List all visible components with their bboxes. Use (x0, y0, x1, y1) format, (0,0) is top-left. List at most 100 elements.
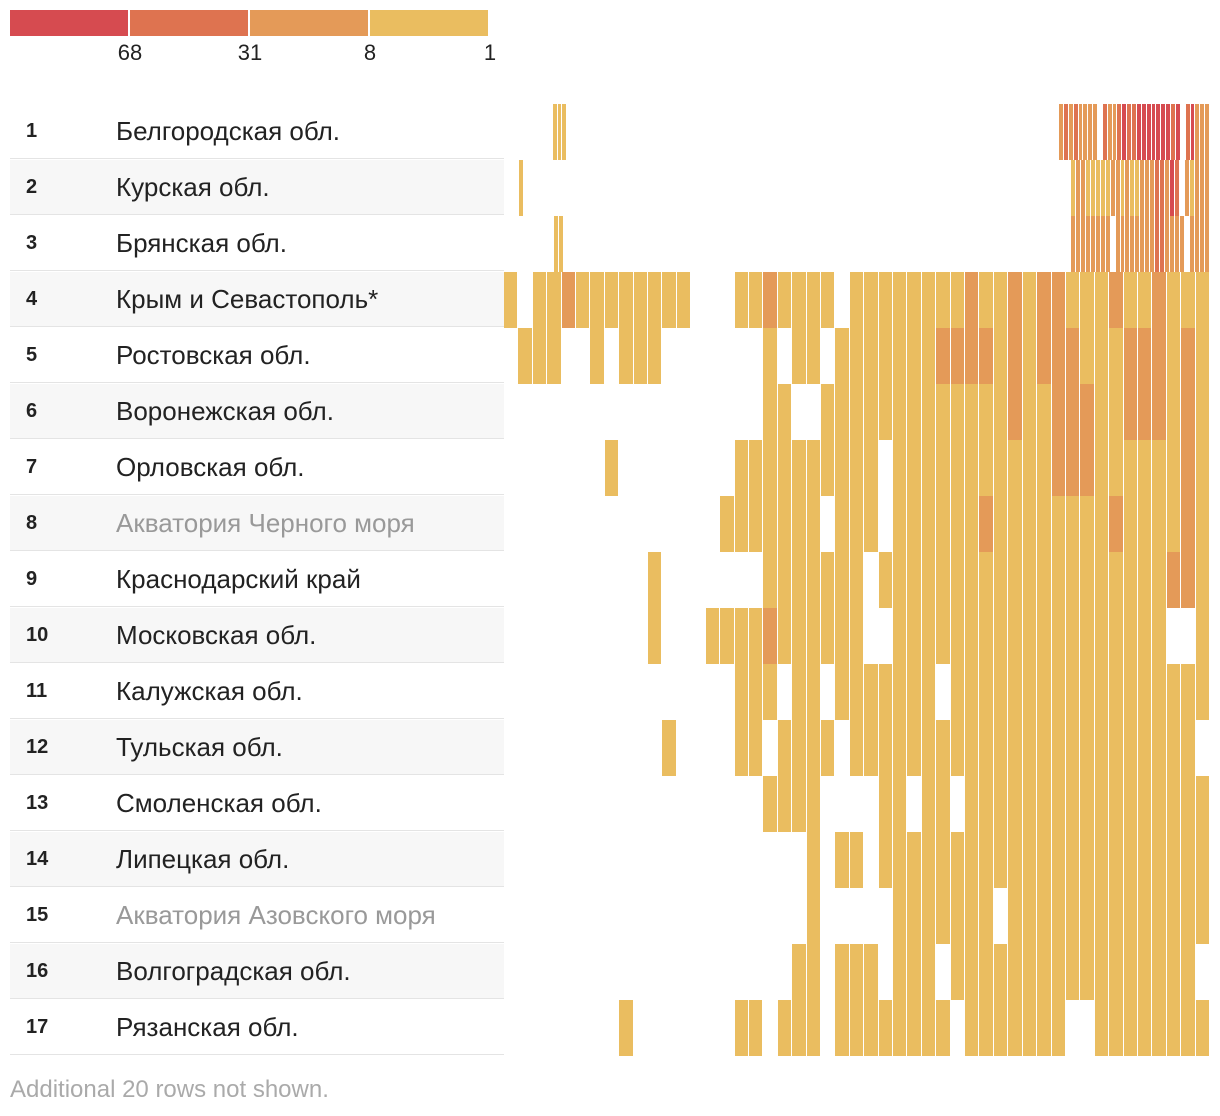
heat-cell (504, 272, 518, 328)
heat-cell (1195, 160, 1200, 216)
row-divider (10, 774, 504, 775)
heat-cell (1080, 328, 1094, 384)
heat-cell (1166, 944, 1181, 1000)
heat-cell (1080, 888, 1094, 944)
heat-cell (1080, 832, 1094, 888)
heat-cell (734, 1000, 748, 1056)
heat-cell (936, 552, 950, 608)
row-cells (504, 496, 1210, 552)
heat-cell (1200, 216, 1205, 272)
row-rank: 6 (26, 400, 38, 422)
heat-cell (1195, 272, 1209, 328)
heat-cell (950, 832, 965, 888)
heat-cell (792, 272, 806, 328)
row-rank: 17 (26, 1016, 49, 1038)
heat-cell (1109, 608, 1123, 664)
heat-cell (1008, 384, 1022, 440)
row-divider (10, 942, 504, 943)
heat-cell (950, 608, 965, 664)
heat-cell (849, 552, 864, 608)
row-cells (504, 944, 1210, 1000)
heat-cell (921, 496, 936, 552)
heat-cell (648, 608, 662, 664)
heat-cell (1152, 608, 1166, 664)
heat-cell (878, 384, 893, 440)
row-label: 1 Белгородская обл. (10, 104, 504, 159)
heat-cell (748, 496, 763, 552)
heat-cell (820, 272, 835, 328)
heat-cell (921, 776, 936, 832)
row-region-name: Волгоградская обл. (116, 956, 351, 986)
heat-cell (1094, 1000, 1109, 1056)
heat-cell (1037, 552, 1051, 608)
heat-cell (1065, 272, 1080, 328)
heat-cell (1117, 104, 1122, 160)
row-cells (504, 552, 1210, 608)
heat-cell (792, 496, 806, 552)
heat-cell (1065, 944, 1080, 1000)
heat-cell (1022, 552, 1037, 608)
legend-tick-label: 1 (483, 40, 497, 65)
heat-cell (1094, 608, 1109, 664)
row-divider (10, 382, 504, 383)
heat-cell (1152, 552, 1166, 608)
row-region-name: Смоленская обл. (116, 788, 322, 818)
heat-cell (1166, 104, 1171, 160)
table-row: 7 Орловская обл. (10, 440, 1210, 496)
table-row: 11 Калужская обл. (10, 664, 1210, 720)
row-region-name: Московская обл. (116, 620, 317, 650)
row-label: 7 Орловская обл. (10, 440, 504, 495)
row-rank: 14 (26, 848, 49, 870)
heat-cell (965, 776, 979, 832)
heat-cell (1008, 552, 1022, 608)
heat-cell (1051, 272, 1065, 328)
heat-cell (1094, 776, 1109, 832)
heat-cell (1008, 832, 1022, 888)
heat-cell (1094, 496, 1109, 552)
heat-cell (864, 1000, 878, 1056)
heat-cell (662, 720, 676, 776)
heat-cell (921, 608, 936, 664)
heat-cell (893, 1000, 907, 1056)
heat-cell (1008, 1000, 1022, 1056)
heat-cell (1181, 832, 1195, 888)
heat-cell (1195, 104, 1200, 160)
heat-cell (1146, 104, 1151, 160)
heat-cell (1141, 104, 1146, 160)
heat-cell (1152, 328, 1166, 384)
heat-cell (1080, 440, 1094, 496)
heat-cell (763, 664, 777, 720)
heat-cell (835, 552, 849, 608)
heat-cell (1166, 664, 1181, 720)
heat-cell (1022, 888, 1037, 944)
heat-cell (1037, 664, 1051, 720)
heat-cell (820, 440, 835, 496)
heat-cell (893, 888, 907, 944)
heat-cell (1109, 384, 1123, 440)
heat-cell (993, 944, 1008, 1000)
heat-cell (1137, 272, 1152, 328)
heat-cell (1037, 776, 1051, 832)
heat-cell (820, 384, 835, 440)
heat-cell (1135, 216, 1140, 272)
row-rank: 4 (26, 288, 38, 310)
heat-cell (748, 720, 763, 776)
heat-cell (1073, 104, 1078, 160)
heat-cell (993, 776, 1008, 832)
heat-cell (979, 440, 993, 496)
heat-cell (1109, 552, 1123, 608)
row-label: 9 Краснодарский край (10, 552, 504, 607)
heat-cell (1107, 104, 1112, 160)
row-label: 3 Брянская обл. (10, 216, 504, 271)
heat-cell (1195, 440, 1209, 496)
heat-cell (518, 160, 523, 216)
heat-cell (1080, 160, 1085, 216)
row-rank: 15 (26, 904, 49, 926)
color-legend: 68 31 8 1 (10, 10, 496, 70)
heat-cell (1145, 160, 1150, 216)
table-row: 14 Липецкая обл. (10, 832, 1210, 888)
heat-cell (1085, 160, 1090, 216)
row-divider (10, 606, 504, 607)
heat-cell (763, 384, 777, 440)
row-region-name: Липецкая обл. (116, 844, 290, 874)
